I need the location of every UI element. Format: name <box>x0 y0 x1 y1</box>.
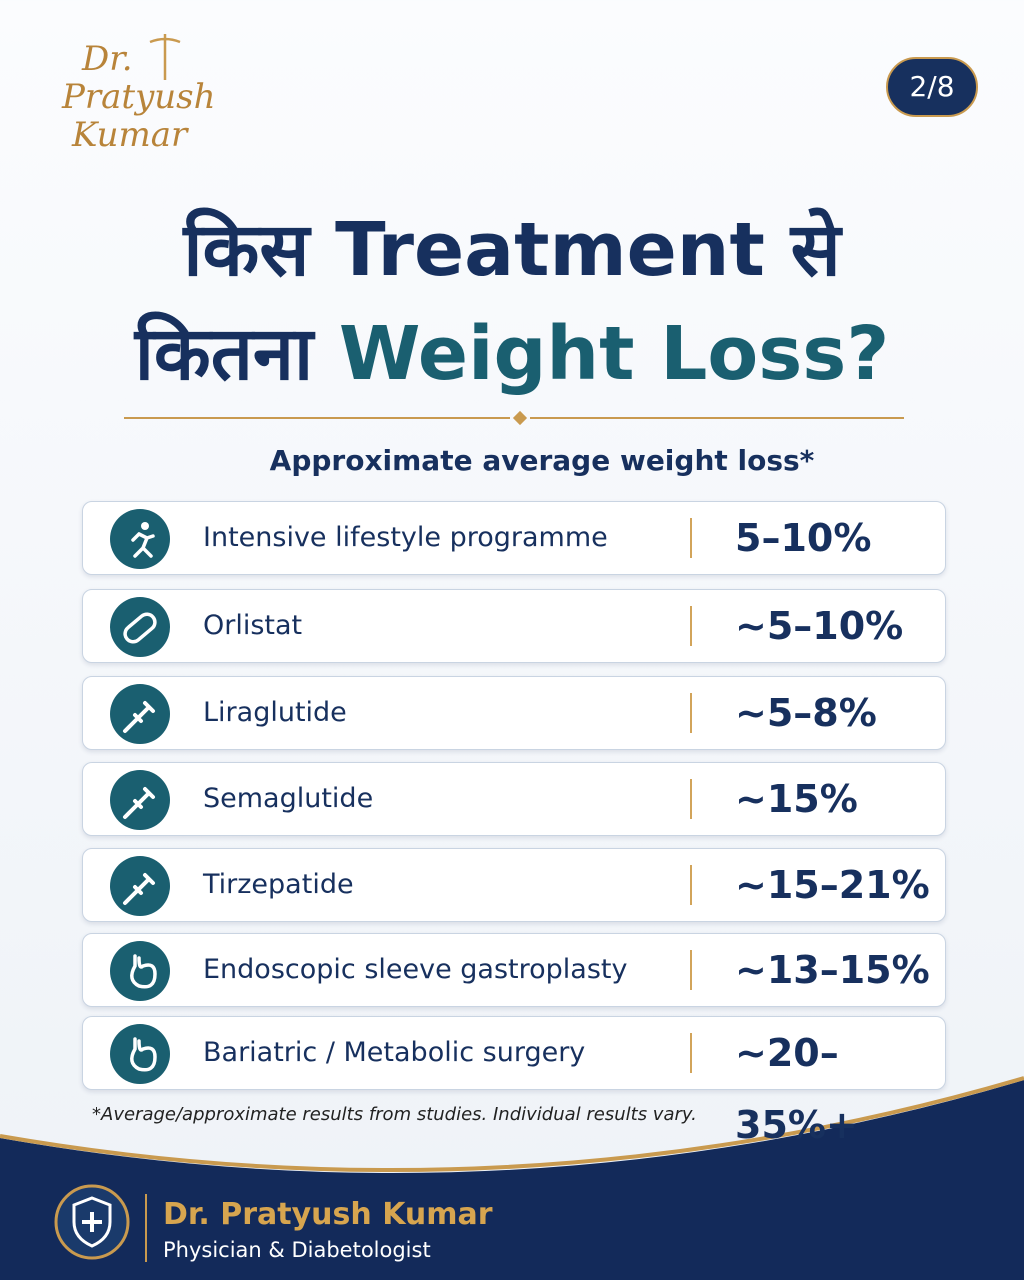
footer-name: Dr. Pratyush Kumar <box>163 1197 493 1232</box>
row-divider <box>690 1033 692 1073</box>
shield-icon <box>72 1196 112 1248</box>
title-line: किस Treatment से <box>183 207 841 293</box>
treatment-value: 5–10% <box>735 516 872 560</box>
row-divider <box>690 518 692 558</box>
footer-wave <box>0 1080 1024 1280</box>
treatment-value: ~5–10% <box>735 604 904 648</box>
treatment-value: ~15–21% <box>735 863 930 907</box>
footer-role: Physician & Diabetologist <box>163 1238 431 1262</box>
treatment-label: Bariatric / Metabolic surgery <box>203 1037 586 1068</box>
treatment-label: Endoscopic sleeve gastroplasty <box>203 954 628 985</box>
treatment-value: ~15% <box>735 777 858 821</box>
logo-line: Dr. <box>82 39 133 79</box>
treatment-icon <box>110 1024 170 1084</box>
treatment-label: Tirzepatide <box>203 869 354 900</box>
treatment-row: Tirzepatide ~15–21% <box>82 848 946 922</box>
treatment-label: Semaglutide <box>203 783 374 814</box>
title-part: कितना <box>134 311 314 397</box>
treatment-icon <box>110 597 170 657</box>
logo-line: Kumar <box>72 115 188 155</box>
row-divider <box>690 693 692 733</box>
row-divider <box>690 865 692 905</box>
treatment-icon <box>110 770 170 830</box>
logo: Dr. Pratyush Kumar <box>62 40 216 154</box>
treatment-icon <box>110 856 170 916</box>
treatment-value: ~20–35%+ <box>735 1031 858 1147</box>
treatment-icon <box>110 509 170 569</box>
treatment-label: Intensive lifestyle programme <box>203 522 608 553</box>
treatment-icon <box>110 684 170 744</box>
treatment-label: Orlistat <box>203 610 303 641</box>
treatment-label: Liraglutide <box>203 697 347 728</box>
logo-line: Pratyush <box>62 77 216 117</box>
divider-diamond <box>512 410 528 426</box>
treatment-value: ~5–8% <box>735 691 877 735</box>
row-divider <box>690 950 692 990</box>
treatment-row: Intensive lifestyle programme 5–10% <box>82 501 946 575</box>
treatment-row: Endoscopic sleeve gastroplasty ~13–15% <box>82 933 946 1007</box>
treatment-row: Bariatric / Metabolic surgery ~20–35%+ <box>82 1016 946 1147</box>
treatment-row: Orlistat ~5–10% <box>82 589 946 663</box>
treatment-row: Semaglutide ~15% <box>82 762 946 836</box>
cross-icon <box>82 1212 102 1232</box>
row-divider <box>690 606 692 646</box>
subtitle: Approximate average weight loss* <box>269 444 815 477</box>
title-highlight: Weight Loss? <box>338 311 890 397</box>
footer-gold-line <box>0 1076 1024 1172</box>
caduceus-icon <box>149 34 181 80</box>
page-indicator: 2/8 <box>886 57 978 117</box>
treatment-value: ~13–15% <box>735 948 930 992</box>
footnote: *Average/approximate results from studie… <box>92 1104 697 1125</box>
treatment-icon <box>110 941 170 1001</box>
row-divider <box>690 779 692 819</box>
title-line: कितना Weight Loss? <box>0 300 1024 401</box>
treatment-row: Liraglutide ~5–8% <box>82 676 946 750</box>
